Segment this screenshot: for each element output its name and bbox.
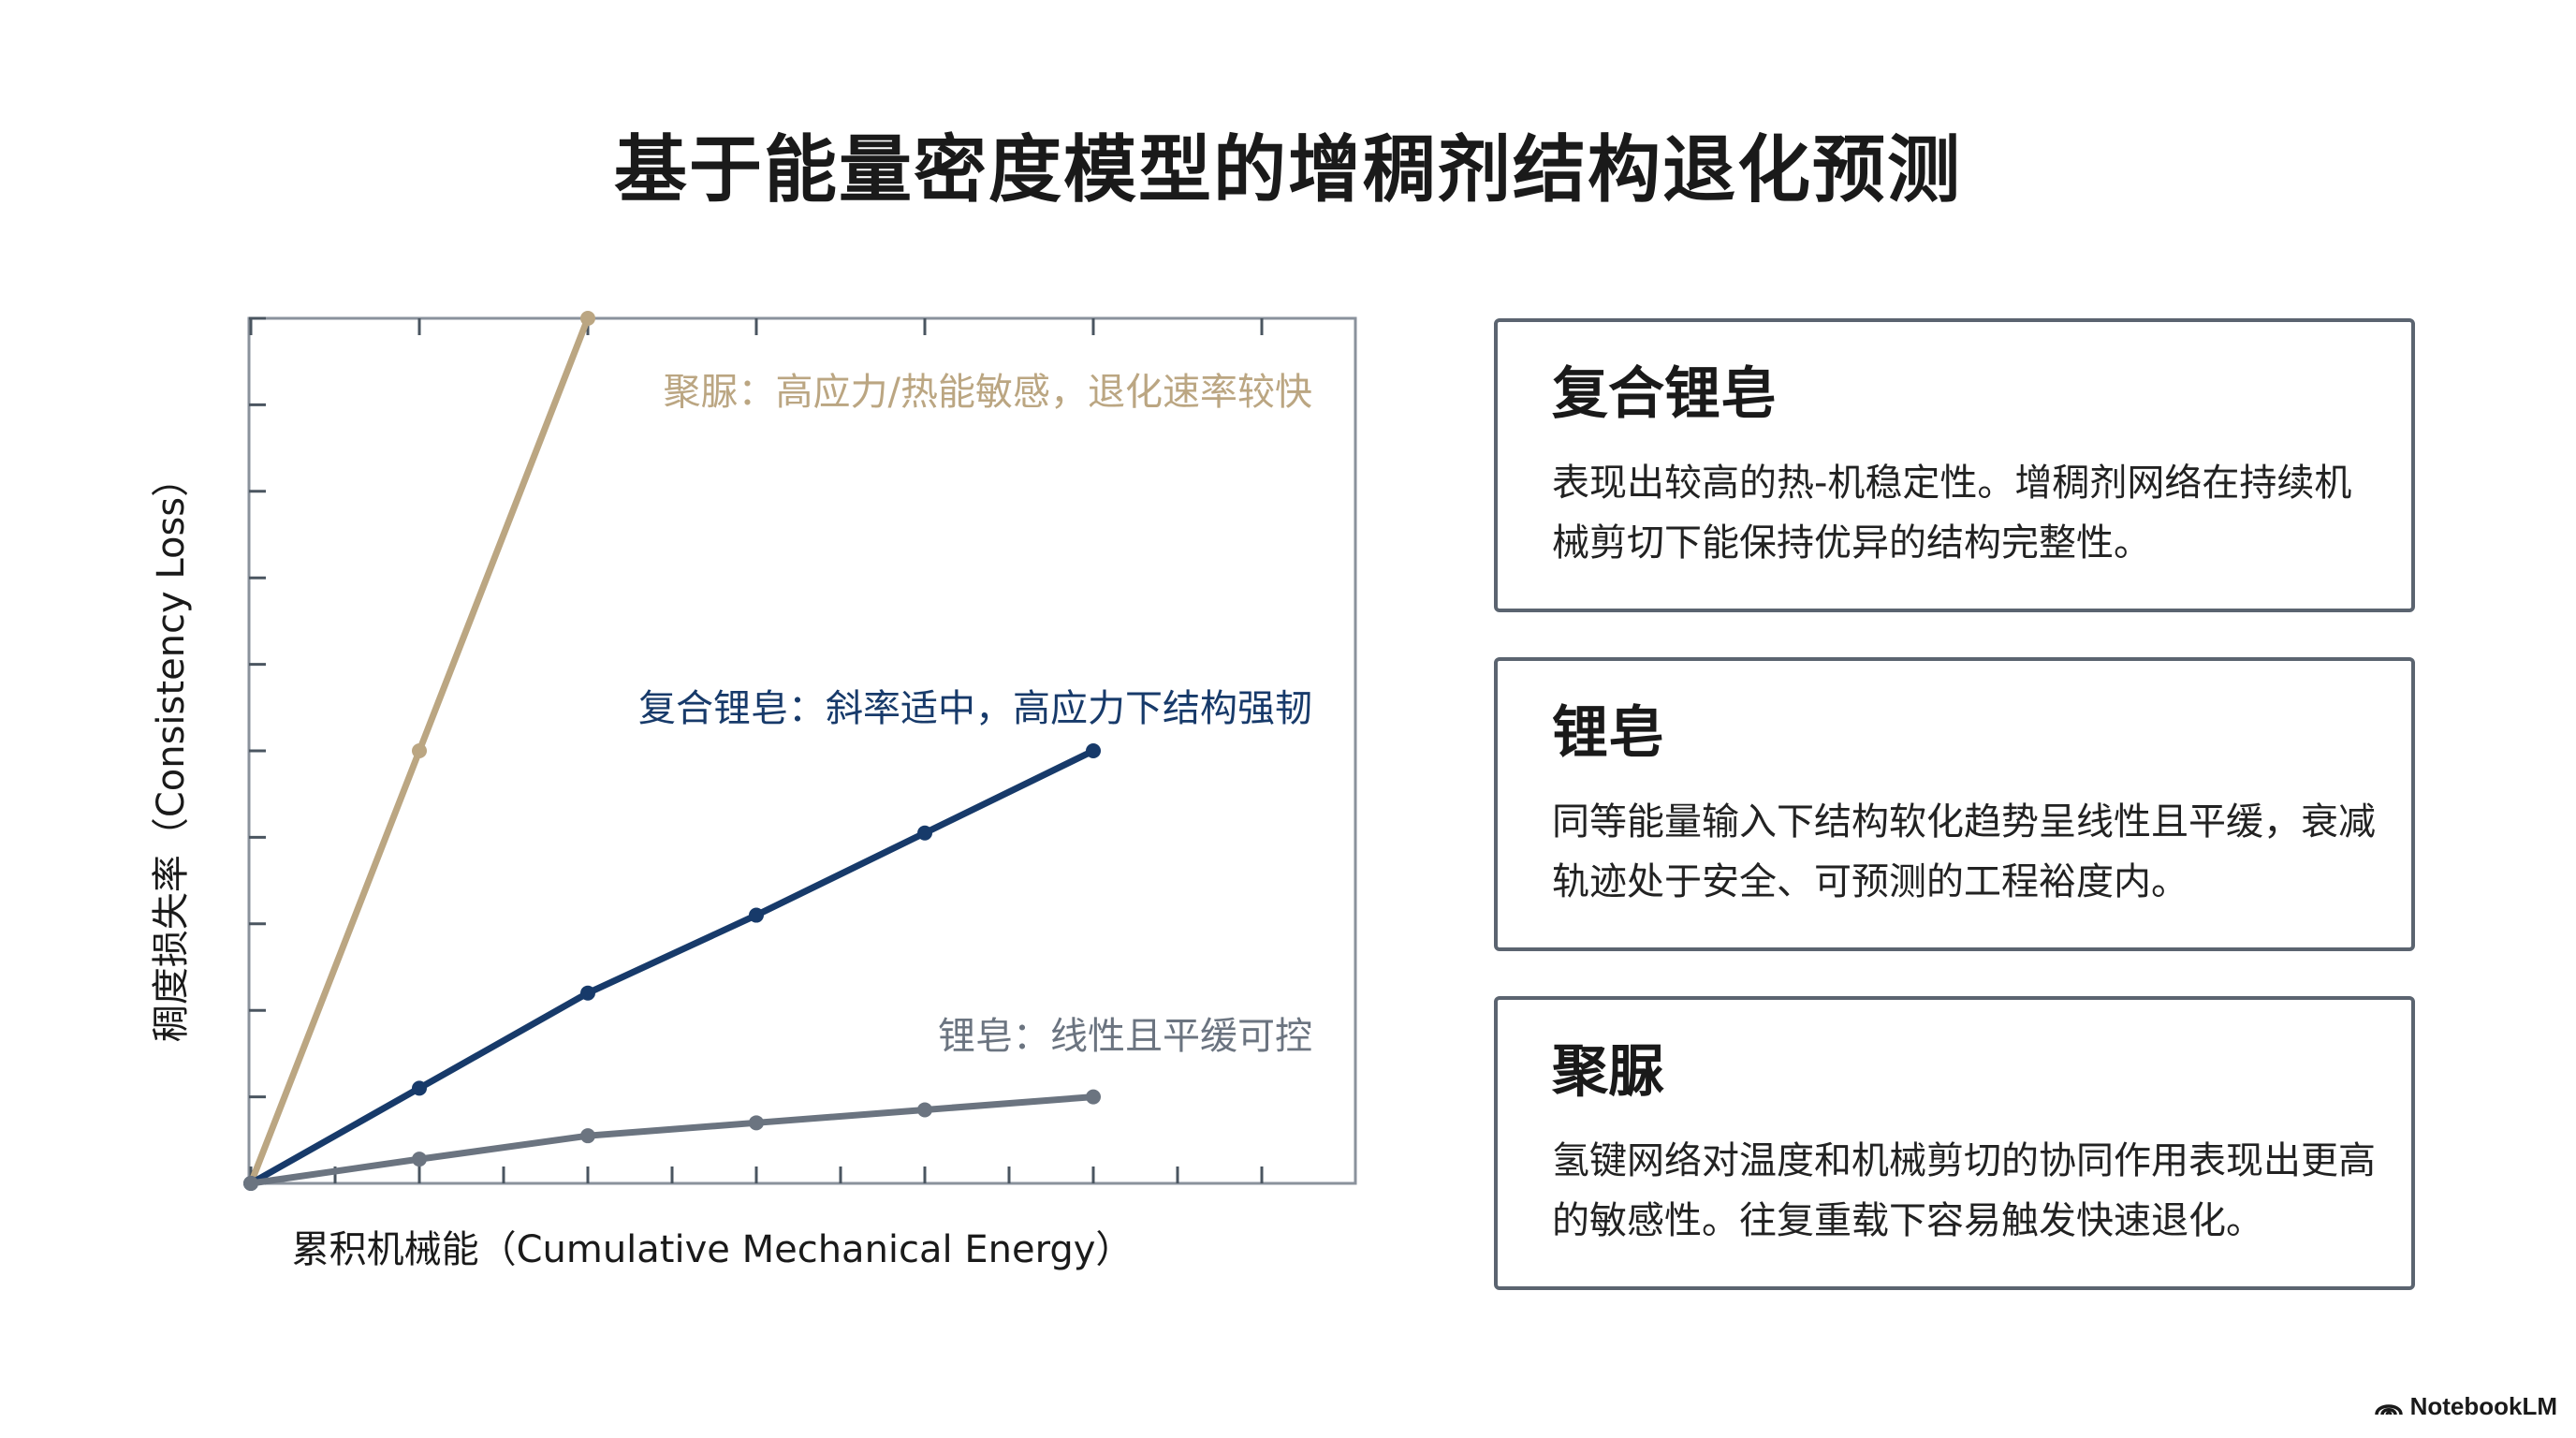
brand-name: NotebookLM (2409, 1391, 2557, 1420)
data-point (580, 311, 595, 326)
brand: NotebookLM (2374, 1387, 2557, 1425)
notebooklm-logo-icon (2374, 1404, 2403, 1416)
data-point (412, 1080, 427, 1096)
y-axis-label: 稠度损失率（Consistency Loss） (150, 460, 193, 1042)
data-point (917, 1102, 932, 1118)
page-title: 基于能量密度模型的增稠剂结构退化预测 (613, 128, 1962, 213)
card-title: 锂皂 (1552, 700, 1664, 766)
data-point (749, 907, 764, 923)
data-point (749, 1115, 764, 1131)
data-point (917, 825, 932, 841)
card-title: 复合锂皂 (1552, 361, 1777, 427)
data-point (580, 1128, 595, 1144)
series-annotation: 锂皂：线性且平缓可控 (938, 1015, 1312, 1058)
degradation-chart: 聚脲：高应力/热能敏感，退化速率较快复合锂皂：斜率适中，高应力下结构强韧锂皂：线… (150, 311, 1357, 1271)
data-point (1086, 743, 1101, 758)
card-title: 聚脲 (1552, 1039, 1664, 1105)
data-point (243, 1176, 258, 1191)
data-point (412, 1152, 427, 1167)
series-line-3 (247, 1093, 1097, 1187)
card-body: 氢键网络对温度和机械剪切的协同作用表现出更高的敏感性。往复重载下容易触发快速退化… (1552, 1139, 2376, 1242)
series-annotation: 聚脲：高应力/热能敏感，退化速率较快 (664, 371, 1312, 414)
x-axis-label: 累积机械能（Cumulative Mechanical Energy） (292, 1228, 1134, 1271)
series-line-2 (247, 747, 1097, 1187)
data-point (580, 985, 595, 1001)
card-body: 表现出较高的热-机稳定性。增稠剂网络在持续机械剪切下能保持优异的结构完整性。 (1552, 462, 2352, 565)
card-polyurea: 聚脲 氢键网络对温度和机械剪切的协同作用表现出更高的敏感性。往复重载下容易触发快… (1494, 996, 2415, 1290)
data-point (412, 743, 427, 758)
data-point (1086, 1089, 1101, 1105)
card-body: 同等能量输入下结构软化趋势呈线性且平缓，衰减轨迹处于安全、可预测的工程裕度内。 (1552, 800, 2376, 903)
card-lithium: 锂皂 同等能量输入下结构软化趋势呈线性且平缓，衰减轨迹处于安全、可预测的工程裕度… (1494, 657, 2415, 951)
series-annotation: 复合锂皂：斜率适中，高应力下结构强韧 (638, 687, 1312, 730)
card-lithium-complex: 复合锂皂 表现出较高的热-机稳定性。增稠剂网络在持续机械剪切下能保持优异的结构完… (1494, 318, 2415, 612)
